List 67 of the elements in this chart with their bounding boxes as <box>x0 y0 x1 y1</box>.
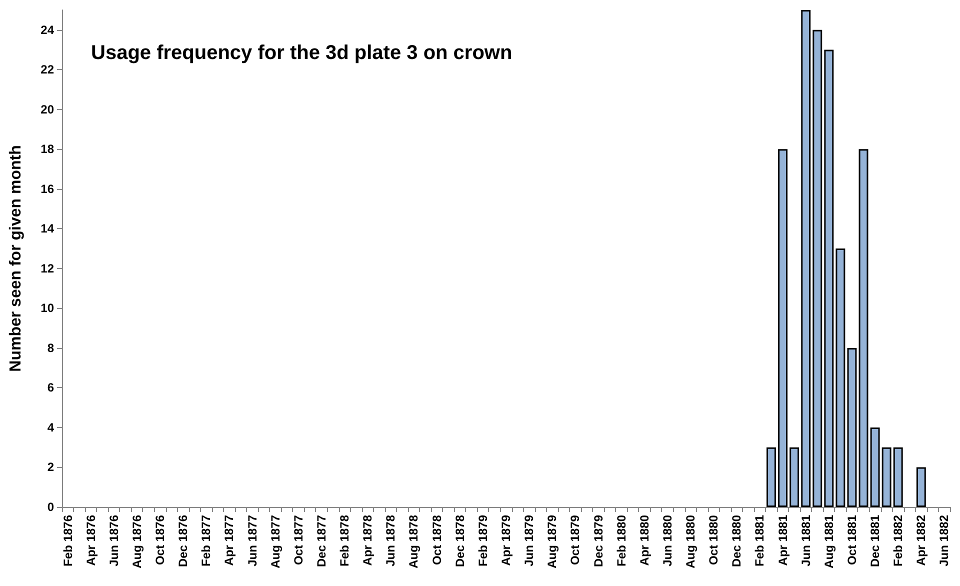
y-tick-label: 12 <box>40 261 54 276</box>
bar <box>858 149 868 507</box>
x-tick-label: Jun 1882 <box>937 514 952 566</box>
x-tick-label: Dec 1880 <box>730 514 744 568</box>
y-tick-label: 20 <box>40 102 54 116</box>
x-tick-label: Aug 1878 <box>406 514 421 568</box>
x-tick-label: Dec 1881 <box>868 514 882 568</box>
y-tick-label: 18 <box>40 142 54 156</box>
x-tick-label: Dec 1879 <box>591 514 606 568</box>
y-tick-label: 14 <box>40 222 54 236</box>
bar <box>847 348 857 507</box>
bar <box>916 467 926 507</box>
bar <box>801 10 811 507</box>
x-tick-label: Feb 1876 <box>60 514 75 566</box>
y-tick-label: 10 <box>40 301 54 316</box>
y-tick-label: 4 <box>47 420 54 434</box>
x-tick-label: Jun 1879 <box>522 514 536 566</box>
x-tick-label: Jun 1881 <box>798 514 813 566</box>
x-tick-label: Oct 1880 <box>706 514 721 566</box>
y-tick-label: 2 <box>47 460 54 474</box>
bar <box>766 447 776 507</box>
bar <box>893 447 903 507</box>
x-tick-label: Apr 1877 <box>222 514 236 566</box>
x-tick-label: Jun 1876 <box>106 514 121 566</box>
x-tick-label: Oct 1877 <box>291 514 306 566</box>
bar <box>882 447 892 507</box>
x-tick-label: Feb 1881 <box>752 514 767 566</box>
y-tick-label: 16 <box>40 182 54 196</box>
x-tick-label: Feb 1882 <box>891 514 906 566</box>
y-tick-label: 22 <box>40 62 54 77</box>
x-tick-label: Jun 1877 <box>245 514 260 566</box>
x-tick-label: Feb 1880 <box>614 514 628 566</box>
y-tick-label: 6 <box>47 380 54 395</box>
x-tick-label: Feb 1879 <box>476 514 490 566</box>
x-tick-label: Aug 1876 <box>130 514 144 568</box>
x-tick-label: Feb 1877 <box>199 514 214 566</box>
x-tick-label: Jun 1880 <box>660 514 674 566</box>
x-tick-label: Apr 1882 <box>914 514 928 566</box>
x-tick-label: Dec 1878 <box>452 514 467 568</box>
x-tick-label: Aug 1880 <box>684 514 698 568</box>
y-tick-label: 24 <box>40 22 54 37</box>
bar <box>824 50 834 507</box>
x-tick-label: Aug 1877 <box>268 514 282 568</box>
x-tick-label: Apr 1876 <box>84 514 98 566</box>
x-tick-label: Oct 1878 <box>430 514 444 566</box>
x-tick-label: Feb 1878 <box>338 514 352 566</box>
x-tick-label: Aug 1879 <box>545 514 560 568</box>
bar <box>812 30 822 507</box>
x-tick-label: Apr 1880 <box>637 514 652 566</box>
bar <box>778 149 788 507</box>
x-tick-label: Jun 1878 <box>384 514 398 566</box>
bar <box>870 427 880 507</box>
x-tick-label: Oct 1876 <box>153 514 168 566</box>
y-tick-label: 0 <box>47 500 54 514</box>
x-tick-label: Oct 1881 <box>844 514 859 566</box>
x-tick-label: Dec 1877 <box>314 514 328 568</box>
text: Usage frequency for the 3d plate 3 on crown <box>91 42 512 64</box>
x-tick-label: Aug 1881 <box>822 514 836 568</box>
x-tick-label: Apr 1878 <box>360 514 375 566</box>
y-axis-title: Number seen for given month <box>8 145 24 372</box>
x-tick-label: Dec 1876 <box>176 514 190 568</box>
y-tick-label: 8 <box>47 340 54 355</box>
bar <box>790 447 800 507</box>
x-tick-label: Apr 1881 <box>776 514 790 566</box>
x-tick-label: Apr 1879 <box>499 514 513 566</box>
x-tick-label: Oct 1879 <box>568 514 582 566</box>
bar <box>836 248 846 507</box>
